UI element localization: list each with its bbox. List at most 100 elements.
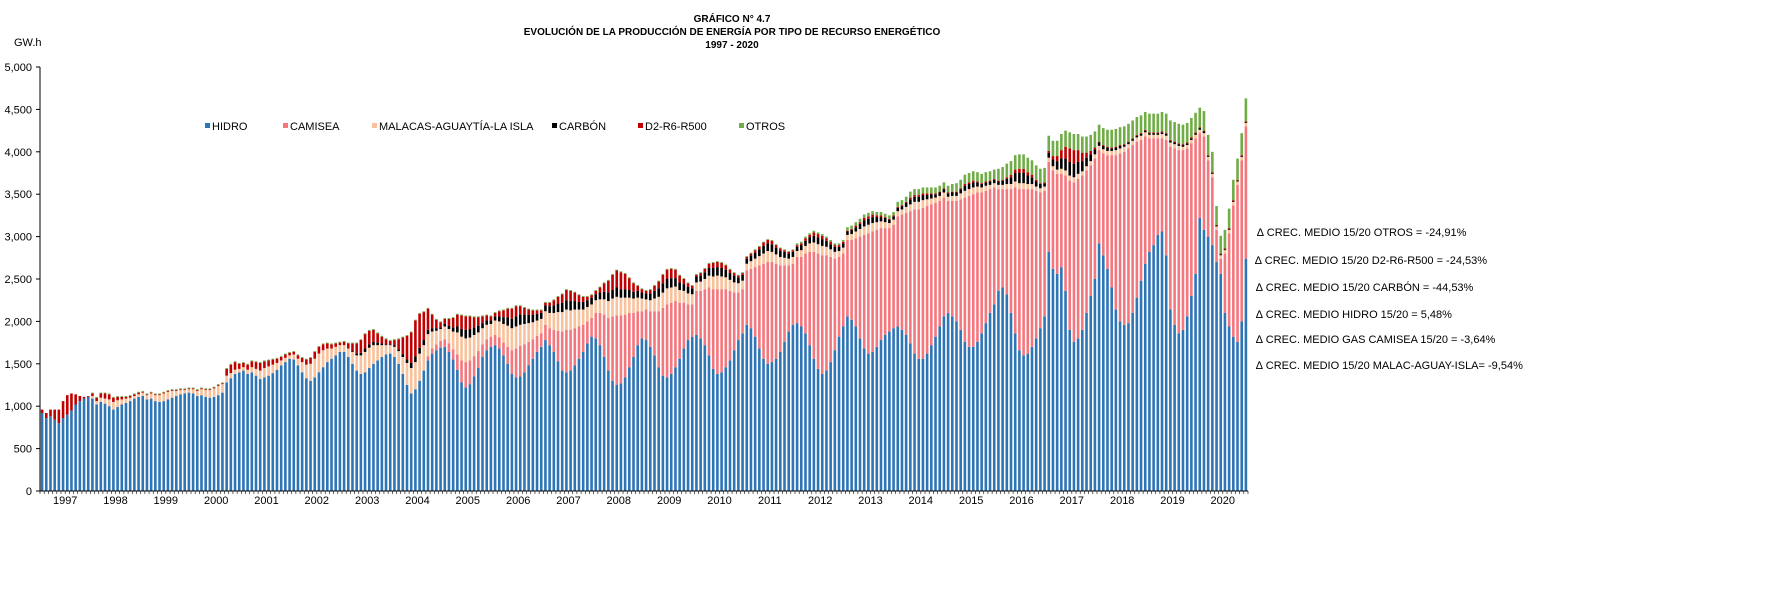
legend-label: CAMISEA bbox=[290, 121, 340, 133]
bar-segment bbox=[1118, 148, 1122, 154]
bar-segment bbox=[967, 182, 971, 185]
bar-segment bbox=[783, 249, 786, 251]
bar-segment bbox=[120, 396, 124, 400]
bar-segment bbox=[695, 274, 698, 277]
bar-segment bbox=[288, 358, 291, 491]
bar-segment bbox=[1005, 178, 1009, 185]
bar-segment bbox=[1194, 132, 1197, 134]
bar-segment bbox=[502, 309, 505, 311]
bar-segment bbox=[120, 404, 124, 491]
bar-segment bbox=[946, 185, 950, 193]
bar-segment bbox=[837, 243, 841, 246]
bar-segment bbox=[527, 308, 530, 310]
bar-segment bbox=[669, 278, 673, 288]
bar-segment bbox=[74, 404, 77, 491]
bar-segment bbox=[40, 409, 44, 413]
bar-segment bbox=[1211, 245, 1214, 491]
bar-segment bbox=[791, 251, 795, 257]
bar-segment bbox=[367, 368, 371, 491]
bar-segment bbox=[1236, 158, 1239, 180]
bar-segment bbox=[988, 180, 992, 182]
bar-segment bbox=[1001, 184, 1004, 190]
bar-segment bbox=[1223, 250, 1227, 254]
bar-segment bbox=[1198, 128, 1202, 130]
bar-segment bbox=[1160, 131, 1164, 133]
bar-segment bbox=[850, 225, 853, 229]
bar-segment bbox=[695, 290, 698, 335]
bar-segment bbox=[1211, 173, 1214, 178]
bar-segment bbox=[888, 223, 891, 229]
bar-segment bbox=[1068, 148, 1072, 162]
bar-segment bbox=[1114, 146, 1118, 148]
bar-segment bbox=[435, 350, 438, 491]
bar-segment bbox=[879, 221, 883, 229]
bar-segment bbox=[862, 214, 866, 218]
bar-segment bbox=[669, 302, 673, 374]
bar-segment bbox=[330, 344, 333, 349]
bar-segment bbox=[661, 283, 665, 293]
bar-segment bbox=[804, 236, 807, 239]
bar-segment bbox=[254, 368, 258, 376]
bar-segment bbox=[149, 392, 153, 394]
bar-segment bbox=[1009, 189, 1013, 313]
bar-segment bbox=[191, 393, 195, 491]
bar-segment bbox=[1198, 129, 1202, 134]
bar-segment bbox=[527, 365, 530, 491]
bar-segment bbox=[640, 288, 644, 290]
bar-segment bbox=[208, 397, 212, 491]
bar-segment bbox=[657, 288, 660, 297]
bar-segment bbox=[258, 379, 262, 491]
y-axis-label: GW.h bbox=[14, 37, 42, 49]
bar-segment bbox=[300, 362, 304, 373]
bar-segment bbox=[770, 262, 774, 363]
bar-segment bbox=[661, 274, 665, 284]
bar-segment bbox=[418, 353, 421, 381]
bar-segment bbox=[1227, 228, 1231, 230]
bar-segment bbox=[175, 390, 178, 391]
growth-annotation: ∆ CREC. MEDIO HIDRO 15/20 = 5,48% bbox=[1256, 309, 1452, 321]
bar-segment bbox=[237, 372, 241, 491]
bar-segment bbox=[703, 267, 707, 269]
bar-segment bbox=[489, 316, 493, 321]
bar-segment bbox=[837, 256, 841, 337]
bar-segment bbox=[472, 317, 476, 328]
bar-segment bbox=[531, 314, 535, 323]
bar-segment bbox=[988, 189, 992, 313]
bar-segment bbox=[749, 255, 753, 262]
bar-segment bbox=[523, 314, 526, 324]
bar-segment bbox=[896, 326, 900, 491]
bar-segment bbox=[900, 214, 904, 330]
bar-segment bbox=[732, 282, 736, 293]
bar-segment bbox=[632, 298, 635, 313]
annotations: ∆ CREC. MEDIO 15/20 OTROS = -24,91%∆ CRE… bbox=[1255, 227, 1523, 372]
bar-segment bbox=[862, 348, 866, 491]
bar-segment bbox=[380, 343, 384, 346]
bar-segment bbox=[644, 290, 648, 294]
bar-segment bbox=[388, 345, 392, 354]
bar-segment bbox=[246, 369, 249, 374]
bar-segment bbox=[1156, 113, 1160, 133]
bar-segment bbox=[745, 270, 749, 325]
bar-segment bbox=[586, 296, 589, 301]
bar-segment bbox=[1240, 133, 1244, 156]
x-tick-label: 2003 bbox=[355, 495, 379, 507]
bar-segment bbox=[636, 290, 640, 298]
bar-segment bbox=[992, 178, 996, 180]
bar-segment bbox=[493, 334, 497, 346]
bar-segment bbox=[779, 351, 782, 491]
bar-segment bbox=[795, 243, 799, 246]
bar-segment bbox=[879, 228, 883, 341]
bar-segment bbox=[1206, 236, 1210, 491]
bar-segment bbox=[1026, 172, 1030, 176]
bar-segment bbox=[233, 373, 237, 491]
bar-segment bbox=[246, 373, 249, 491]
bar-segment bbox=[820, 373, 824, 491]
bar-segment bbox=[812, 235, 816, 243]
bar-segment bbox=[938, 192, 942, 196]
bar-segment bbox=[980, 192, 983, 334]
bar-segment bbox=[506, 325, 509, 347]
x-tick-label: 2002 bbox=[305, 495, 329, 507]
bar-segment bbox=[556, 296, 560, 304]
bar-segment bbox=[590, 294, 593, 296]
bar-segment bbox=[334, 343, 338, 347]
